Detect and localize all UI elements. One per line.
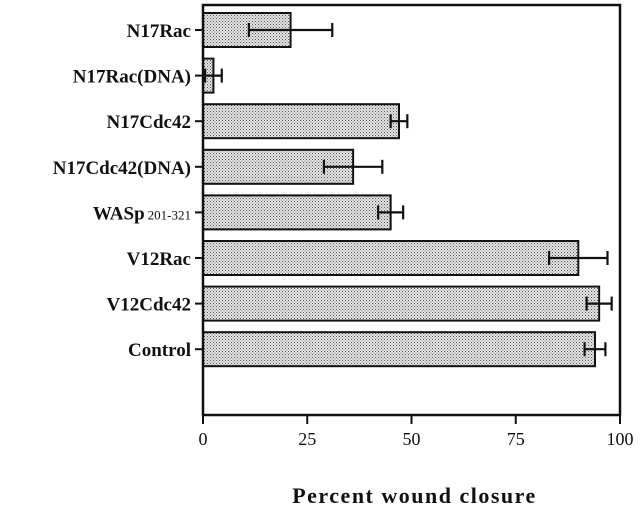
category-label: V12Rac (127, 249, 191, 270)
y-axis: N17Rac N17Rac(DNA) N17Cdc42 N17Cdc42(DNA) WA… (53, 21, 203, 361)
error-bar (585, 296, 613, 311)
category-label: N17Rac (127, 21, 191, 42)
error-bar (389, 114, 409, 129)
error-bar (322, 159, 384, 174)
bar (202, 331, 596, 368)
category-label: N17Cdc42(DNA) (53, 158, 191, 179)
bar (202, 103, 400, 140)
x-tick-label: 50 (403, 429, 421, 449)
x-tick-label: 0 (199, 429, 208, 449)
bars-layer (202, 12, 601, 368)
category-label: V12Cdc42 (107, 295, 191, 316)
category-label: WASp 201-321 (93, 203, 191, 224)
error-bar (377, 205, 405, 220)
bar (202, 240, 580, 276)
category-label: Control (128, 340, 191, 361)
x-tick-label: 25 (298, 429, 316, 449)
error-bar (548, 251, 609, 265)
error-bar (583, 342, 607, 357)
x-axis-label: Percent wound closure (292, 483, 537, 508)
error-bars-layer (203, 23, 613, 357)
x-tick-label: 100 (607, 429, 634, 449)
category-label: N17Cdc42 (107, 112, 191, 133)
error-bar (247, 23, 334, 37)
bar (202, 285, 601, 322)
error-bar (203, 68, 223, 83)
category-label: N17Rac(DNA) (73, 67, 191, 88)
x-tick-label: 75 (507, 429, 525, 449)
x-axis: 0 25 50 75 100 (199, 415, 634, 449)
bar (202, 194, 392, 231)
